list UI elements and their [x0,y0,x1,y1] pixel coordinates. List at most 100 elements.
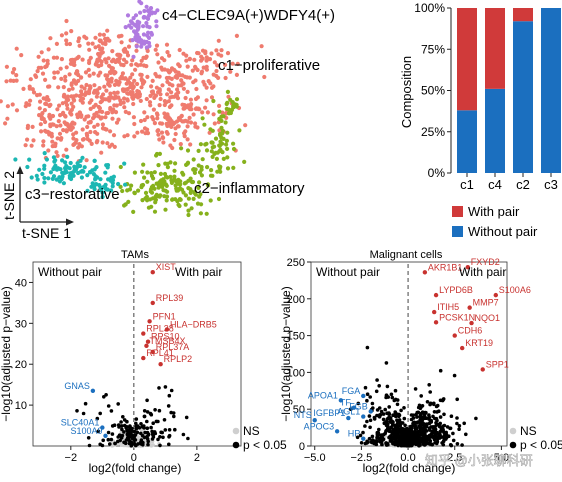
tsne-point-c1 [60,101,65,106]
malignant-legend-sig-dot [509,441,517,449]
sig-point [377,427,381,432]
tsne-point-c1 [142,117,147,123]
sig-point [184,415,189,420]
tsne-point-c4 [137,0,142,4]
gene-point-MMP7 [467,305,472,310]
tsne-point-c1 [54,124,59,129]
gene-label-MMP7: MMP7 [473,298,499,308]
cluster-label-c3: c3−restorative [25,186,120,203]
tsne-point-c1 [145,48,150,54]
tsne-point-c1 [121,100,126,105]
tsne-point-c3 [90,181,95,186]
sig-point [355,435,360,440]
tsne-point-c1 [110,116,115,121]
sig-point [98,442,102,447]
tsne-point-c1 [63,114,68,119]
y-tick-label: 40 [15,277,27,289]
sig-point [159,430,163,435]
gene-label-GNAS: GNAS [64,381,90,391]
tsne-point-c4 [133,13,139,18]
tsne-point-c1 [51,55,57,60]
tsne-point-c3 [65,154,70,159]
malignant-legend-ns-dot [509,427,517,435]
tsne-point-c1 [64,128,69,133]
tsne-point-c2 [183,193,188,198]
tsne-point-c2 [197,170,203,175]
sig-point [150,437,155,441]
tsne-point-c3 [51,174,57,179]
sig-point [106,404,111,408]
gene-label-HLA−DRB5: HLA−DRB5 [170,319,217,329]
tsne-point-c1 [135,81,140,87]
tsne-point-c2 [191,167,196,172]
sig-point [112,423,117,428]
sig-point [365,419,369,424]
tsne-point-c2 [165,165,170,170]
sig-point [120,433,125,438]
sig-point [169,388,174,393]
tsne-point-c1 [135,94,140,99]
tsne-point-c3 [27,157,32,162]
sig-point [415,442,419,446]
tsne-point-c1 [207,57,213,62]
x-tick-label: −2 [65,452,78,464]
tsne-point-c1 [83,70,89,75]
tsne-point-c1 [76,145,81,150]
tsne-point-c1 [98,70,103,75]
cluster-label-c1: c1−proliferative [218,57,320,74]
tsne-point-c3 [85,188,90,193]
tsne-point-c2 [175,199,180,204]
sig-point [400,439,404,444]
sig-point [398,430,403,435]
tsne-point-c4 [144,4,149,9]
tsne-point-c2 [224,142,229,147]
gene-point-RPS10 [145,339,151,344]
tsne-point-c1 [170,145,175,151]
tsne-point-c2 [196,148,201,153]
sig-point [455,442,460,446]
sig-point [116,439,120,444]
tsne-point-c4 [146,13,151,18]
tsne-point-c4 [145,24,150,29]
tsne-point-c2 [224,138,229,143]
tams-x-label: log2(fold change) [89,461,182,475]
sig-point [134,424,138,429]
sig-point [119,420,123,424]
tsne-point-c1 [217,103,222,108]
cluster-label-c2: c2−inflammatory [194,180,305,197]
sig-point [154,419,159,424]
tsne-point-c3 [98,177,103,182]
tsne-point-c2 [192,170,197,175]
sig-point [430,435,435,439]
sig-point [435,441,439,446]
tsne-point-c1 [60,111,65,116]
sig-point [432,402,436,407]
sig-point [372,441,377,446]
tsne-point-c1 [87,89,92,94]
tsne-point-c1 [188,142,193,147]
tsne-point-c3 [100,194,105,200]
tsne-point-c1 [243,123,248,128]
sig-point [449,414,454,419]
sig-point [142,409,147,413]
gene-label-TF: TF [340,398,351,408]
tsne-point-c1 [108,91,113,96]
sig-point [407,430,412,435]
tsne-point-c1 [165,50,170,55]
tsne-point-c1 [209,95,215,100]
tsne-point-c1 [109,142,115,147]
tsne-point-c1 [131,115,136,120]
tsne-point-c2 [183,202,188,207]
tsne-point-c1 [100,126,106,131]
sig-point [120,424,124,428]
tsne-point-c1 [62,120,67,125]
tsne-point-c1 [28,98,33,103]
malignant-title: Malignant cells [370,249,443,261]
tsne-point-c1 [30,87,35,92]
tams-legend-ns: NS [243,424,260,438]
tsne-point-c1 [50,113,56,119]
tsne-point-c1 [100,122,105,127]
sig-point [409,413,414,417]
tsne-point-c1 [128,85,133,90]
tsne-point-c1 [79,84,84,89]
